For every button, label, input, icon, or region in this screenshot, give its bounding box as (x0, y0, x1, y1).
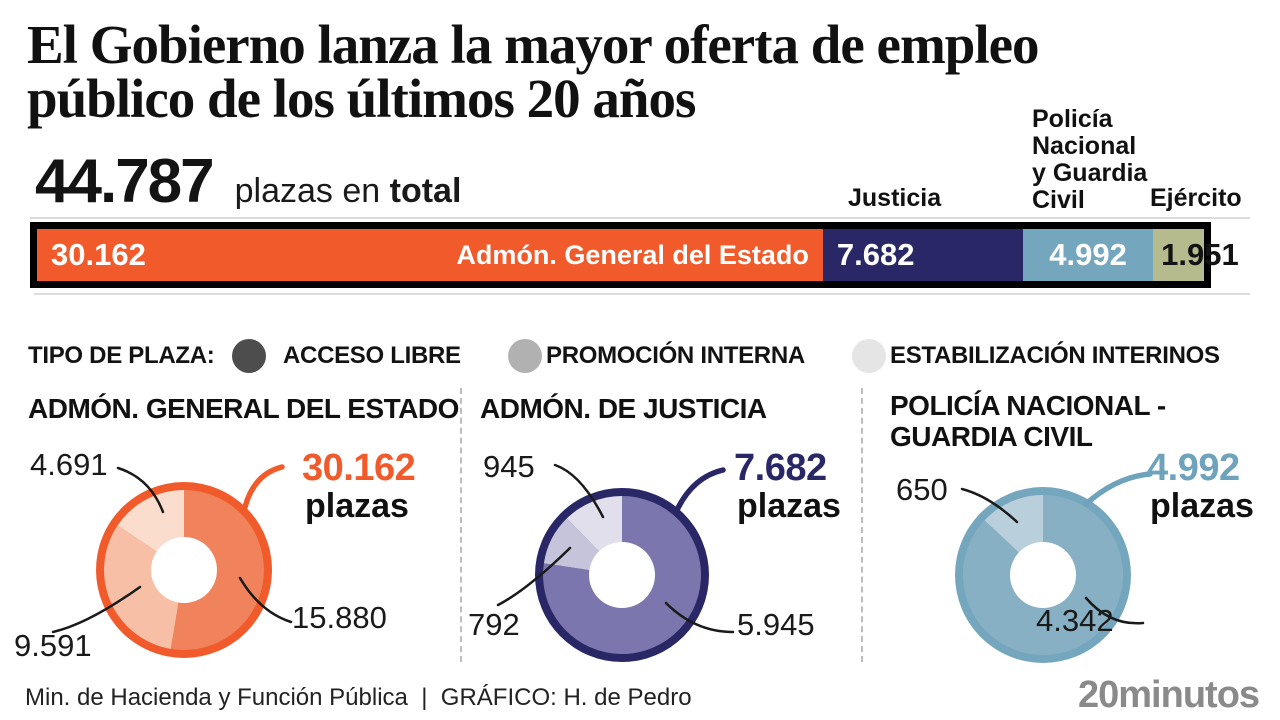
callout-line (664, 601, 735, 634)
donut-justicia-value-estabilizacion: 945 (483, 449, 535, 484)
donut-chart-justicia (496, 463, 735, 662)
panel-separator (861, 388, 863, 662)
footer-source-text: Min. de Hacienda y Función Pública (25, 684, 408, 711)
callout-line (553, 463, 605, 519)
callout-line-total (242, 464, 285, 510)
legend-title: TIPO DE PLAZA: (28, 342, 215, 369)
bar-segment-value: 1.951 (1161, 237, 1239, 272)
donut-title-age: ADMÓN. GENERAL DEL ESTADO (28, 393, 459, 424)
legend-dot-acceso-libre (232, 339, 266, 373)
page-title-line2: público de los últimos 20 años (27, 68, 696, 129)
callout-line (1084, 596, 1145, 625)
donut-justicia-value-promocion: 792 (468, 607, 520, 642)
bar-segment-value: 4.992 (1049, 237, 1127, 272)
donut-title-policia: POLICÍA NACIONAL - GUARDIA CIVIL (890, 390, 1166, 452)
bar-segment-value: 30.162 (51, 237, 146, 272)
callout-line (496, 546, 572, 607)
bar-bottom-rule (34, 293, 1250, 295)
total-row: 44.787 plazas en total (35, 146, 461, 217)
donut-chart-policia (955, 471, 1153, 663)
footer-source: Min. de Hacienda y Función Pública | GRÁ… (25, 684, 692, 712)
legend-label-estabilizacion: ESTABILIZACIÓN INTERINOS (890, 342, 1220, 369)
donut-chart-age (51, 464, 293, 658)
page-title: El Gobierno lanza la mayor oferta de emp… (27, 14, 1040, 129)
donut-policia-total: 4.992 (1147, 447, 1240, 489)
legend-dot-estabilizacion (852, 339, 886, 373)
donut-policia (955, 487, 1131, 663)
donut-justicia-total-word: plazas (737, 487, 841, 525)
callout-line (116, 466, 165, 514)
donut-policia-value-libre: 4.342 (1036, 603, 1114, 638)
page-title-line1: El Gobierno lanza la mayor oferta de emp… (27, 14, 1040, 75)
donut-age-total: 30.162 (302, 447, 416, 489)
donut-justicia (535, 488, 709, 662)
donut-hole (1010, 542, 1076, 608)
footer-credit: GRÁFICO: H. de Pedro (440, 684, 692, 711)
stacked-bar: 30.162 Admón. General del Estado 7.682 4.99… (30, 222, 1239, 288)
total-value: 44.787 (35, 147, 215, 216)
stacked-bar-segments: 30.162 Admón. General del Estado 7.682 4.99… (37, 229, 1239, 281)
callout-line (960, 487, 1019, 524)
bar-column-label-policia: Policía Nacional y Guardia Civil (1032, 105, 1148, 214)
donut-title-justicia: ADMÓN. DE JUSTICIA (480, 393, 767, 424)
callout-line-total (674, 467, 726, 513)
bar-segment-name: Admón. General del Estado (456, 239, 809, 270)
legend-label-promocion-interna: PROMOCIÓN INTERNA (546, 342, 805, 369)
donut-justicia-total: 7.682 (734, 447, 827, 489)
callout-line-total (1083, 471, 1153, 507)
panel-separator (460, 388, 462, 662)
callout-line (51, 585, 142, 634)
donut-age-value-estabilizacion: 4.691 (30, 447, 108, 482)
bar-top-rule (30, 217, 1250, 219)
footer-separator: | (421, 684, 428, 711)
donut-age-value-libre: 15.880 (292, 600, 387, 635)
bar-segment-1: 7.682 (822, 229, 1024, 281)
total-unit: plazas en total (235, 172, 462, 211)
bar-segment-value: 7.682 (836, 237, 915, 272)
donut-hole (151, 537, 217, 603)
donut-age-value-promocion: 9.591 (14, 628, 92, 663)
brand-logo: 20minutos (1078, 674, 1260, 716)
total-unit-bold: total (389, 172, 462, 210)
donut-age (96, 482, 272, 658)
donut-age-total-word: plazas (305, 487, 409, 525)
donut-policia-total-word: plazas (1150, 487, 1254, 525)
donut-policia-value-promocion: 650 (896, 472, 948, 507)
bar-column-label-justicia: Justicia (848, 184, 942, 212)
donut-hole (589, 542, 655, 608)
bar-segment-0: 30.162 Admón. General del Estado (37, 229, 823, 281)
legend: TIPO DE PLAZA: ACCESO LIBRE PROMOCIÓN IN… (28, 338, 1258, 374)
donut-segment (170, 490, 264, 650)
legend-dot-promocion-interna (508, 339, 542, 373)
callout-line (238, 576, 293, 624)
bar-column-label-ejercito: Ejército (1150, 184, 1242, 212)
bar-segment-2: 4.992 (1023, 229, 1154, 281)
donut-justicia-value-libre: 5.945 (737, 607, 815, 642)
donut-segment (104, 525, 184, 649)
bar-segment-3: 1.951 (1153, 229, 1239, 281)
legend-label-acceso-libre: ACCESO LIBRE (283, 342, 461, 369)
total-unit-text: plazas en (234, 172, 381, 210)
